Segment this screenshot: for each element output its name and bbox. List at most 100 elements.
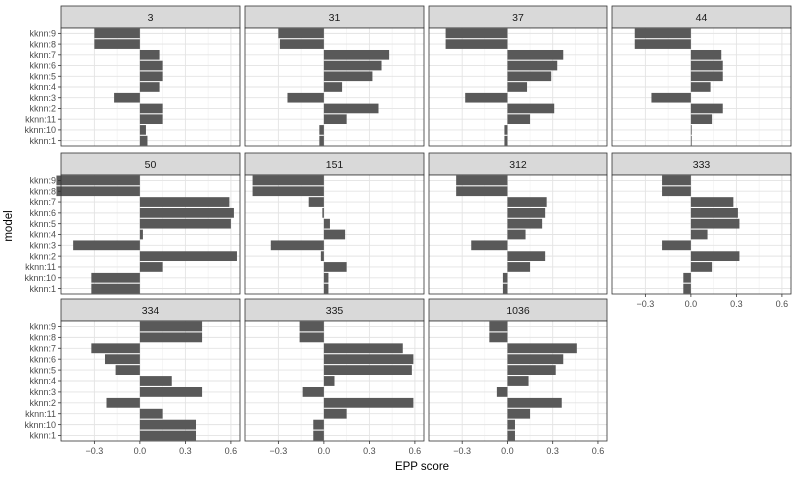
x-tick-label: 0.6 <box>592 446 605 456</box>
bar-334-kknn:7 <box>91 343 140 354</box>
bar-333-kknn:7 <box>690 197 734 207</box>
bar-3-kknn:1 <box>139 135 148 146</box>
bar-1036-kknn:11 <box>507 408 531 419</box>
bar-151-kknn:6 <box>322 207 324 218</box>
facet-label-1036: 1036 <box>506 305 530 317</box>
facet-label-312: 312 <box>509 159 527 171</box>
bar-333-kknn:9 <box>662 175 691 186</box>
bar-1036-kknn:3 <box>496 387 508 397</box>
bar-44-kknn:1 <box>690 135 692 146</box>
x-tick-label: −0.3 <box>636 299 654 309</box>
bar-151-kknn:3 <box>270 240 324 251</box>
bar-37-kknn:4 <box>507 82 528 92</box>
bar-31-kknn:9 <box>278 28 324 39</box>
bar-37-kknn:11 <box>507 114 531 125</box>
bar-333-kknn:2 <box>690 251 740 262</box>
bar-50-kknn:3 <box>73 240 140 251</box>
bar-334-kknn:2 <box>106 397 140 408</box>
bar-312-kknn:1 <box>502 283 508 294</box>
bar-3-kknn:11 <box>139 114 163 125</box>
panel-border <box>428 27 608 147</box>
facet-label-44: 44 <box>696 12 708 24</box>
bar-3-kknn:6 <box>139 60 163 71</box>
bar-333-kknn:1 <box>683 283 691 294</box>
bar-335-kknn:2 <box>323 397 414 408</box>
bar-50-kknn:7 <box>139 197 230 207</box>
bar-50-kknn:11 <box>139 262 163 272</box>
x-tick-label: −0.3 <box>85 446 103 456</box>
bar-335-kknn:4 <box>323 376 335 386</box>
x-axis-title: EPP score <box>395 461 449 473</box>
bar-3-kknn:9 <box>94 28 140 39</box>
panel-border <box>244 174 425 295</box>
bar-1036-kknn:9 <box>489 321 508 332</box>
bar-334-kknn:3 <box>139 387 203 397</box>
bar-44-kknn:10 <box>690 125 692 135</box>
bar-151-kknn:5 <box>323 218 330 229</box>
bar-335-kknn:9 <box>299 321 324 332</box>
x-tick-label: 0.0 <box>501 446 514 456</box>
bar-312-kknn:3 <box>471 240 508 251</box>
y-tick-label: kknn:3 <box>29 93 56 103</box>
bar-151-kknn:9 <box>252 175 324 186</box>
bar-31-kknn:10 <box>319 125 324 135</box>
bar-151-kknn:4 <box>323 229 346 240</box>
y-tick-label: kknn:6 <box>29 354 56 364</box>
bar-3-kknn:3 <box>114 92 140 103</box>
bar-31-kknn:1 <box>319 135 324 146</box>
bar-31-kknn:4 <box>323 82 343 92</box>
bar-37-kknn:10 <box>504 125 508 135</box>
panel-border <box>428 174 608 295</box>
y-tick-label: kknn:4 <box>29 376 56 386</box>
bar-44-kknn:7 <box>690 49 722 60</box>
bar-1036-kknn:6 <box>507 354 564 365</box>
y-tick-label: kknn:7 <box>29 50 56 60</box>
bar-334-kknn:8 <box>139 332 203 343</box>
bar-31-kknn:2 <box>323 103 379 114</box>
y-tick-label: kknn:6 <box>29 61 56 71</box>
bar-37-kknn:8 <box>445 39 508 49</box>
bar-31-kknn:11 <box>323 114 347 125</box>
bar-312-kknn:4 <box>507 229 526 240</box>
bar-3-kknn:4 <box>139 82 160 92</box>
y-tick-label: kknn:9 <box>29 322 56 332</box>
x-tick-label: 0.3 <box>363 446 376 456</box>
x-tick-label: 0.6 <box>409 446 422 456</box>
bar-37-kknn:5 <box>507 71 552 82</box>
bar-3-kknn:5 <box>139 71 163 82</box>
bar-335-kknn:5 <box>323 365 412 375</box>
bar-312-kknn:5 <box>507 218 543 229</box>
bar-44-kknn:3 <box>651 92 691 103</box>
y-tick-label: kknn:1 <box>29 431 56 441</box>
y-tick-label: kknn:4 <box>29 230 56 240</box>
bar-31-kknn:5 <box>323 71 373 82</box>
y-tick-label: kknn:2 <box>29 104 56 114</box>
facet-label-50: 50 <box>145 159 157 171</box>
y-tick-label: kknn:10 <box>24 273 56 283</box>
bar-334-kknn:6 <box>104 354 140 365</box>
bar-335-kknn:7 <box>323 343 403 354</box>
x-tick-label: 0.0 <box>318 446 331 456</box>
bar-50-kknn:5 <box>139 218 231 229</box>
y-tick-label: kknn:8 <box>29 39 56 49</box>
bar-44-kknn:2 <box>690 103 723 114</box>
bar-151-kknn:2 <box>320 251 324 262</box>
y-tick-label: kknn:3 <box>29 241 56 251</box>
bar-44-kknn:6 <box>690 60 723 71</box>
bar-333-kknn:11 <box>690 262 713 272</box>
panel-border <box>244 320 425 442</box>
bar-333-kknn:3 <box>662 240 691 251</box>
y-tick-label: kknn:2 <box>29 398 56 408</box>
bar-37-kknn:9 <box>445 28 508 39</box>
bar-44-kknn:8 <box>634 39 691 49</box>
y-tick-label: kknn:8 <box>29 186 56 196</box>
bar-312-kknn:2 <box>507 251 546 262</box>
bar-335-kknn:1 <box>313 430 324 441</box>
bar-335-kknn:11 <box>323 408 347 419</box>
bar-312-kknn:11 <box>507 262 531 272</box>
y-tick-label: kknn:11 <box>25 409 56 419</box>
bar-335-kknn:6 <box>323 354 414 365</box>
bar-31-kknn:7 <box>323 49 390 60</box>
